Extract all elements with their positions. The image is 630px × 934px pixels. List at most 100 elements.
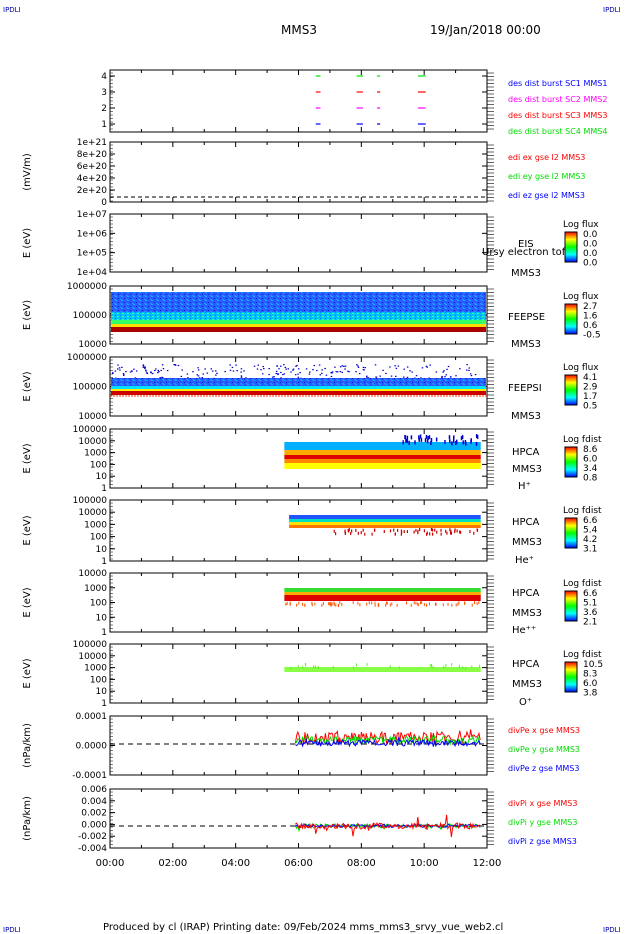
y-tick-label: 1000000 <box>67 353 107 363</box>
spectrogram-dot <box>336 371 339 373</box>
spectrogram-dot <box>415 375 418 377</box>
colorbar-tick-label: 2.7 <box>583 302 597 312</box>
spectrogram-dot <box>151 372 154 375</box>
spectrogram-dot <box>353 666 355 670</box>
y-tick-label: 100000 <box>73 383 108 393</box>
spectrogram-dot <box>344 531 347 535</box>
spectrogram-dot <box>434 602 436 606</box>
spectrogram-dot <box>319 374 322 376</box>
spectrogram-dot <box>277 373 279 375</box>
y-tick-label: 4 <box>101 72 107 82</box>
panel-frame <box>109 715 488 776</box>
spectrogram-dot <box>197 369 200 371</box>
spectrogram-dot <box>157 371 159 374</box>
colorbar <box>564 374 578 406</box>
spectrogram-dot <box>282 373 284 376</box>
spectrogram-dot <box>308 373 311 375</box>
spectrogram-dot <box>466 369 468 371</box>
y-tick-label: 10000 <box>78 437 107 447</box>
spectrogram-dot <box>275 370 278 372</box>
legend-entry: edi ey gse l2 MMS3 <box>508 172 586 181</box>
y-axis-label: E (eV) <box>22 371 33 401</box>
spectrogram-dot <box>371 601 373 605</box>
legend-entry: divPi z gse MMS3 <box>508 837 577 846</box>
spectrogram-dot <box>187 377 189 379</box>
colorbar-tick-label: 0.0 <box>583 249 598 259</box>
spectrogram-dot <box>232 370 235 372</box>
spectrogram-dot <box>358 372 361 375</box>
colorbar-tick-label: 3.8 <box>583 689 598 699</box>
spectrogram-dot <box>285 602 287 606</box>
y-tick-label: 1000 <box>84 584 107 594</box>
colorbar-tick-label: 8.3 <box>583 670 597 680</box>
spectrogram-dot <box>419 434 422 439</box>
colorbar <box>564 517 578 549</box>
spectrogram-dot <box>470 374 473 377</box>
spectrogram-dot <box>321 369 323 371</box>
x-tick-label: 10:00 <box>410 858 439 869</box>
y-tick-label: 10000 <box>78 652 107 662</box>
spectrogram-dot <box>419 528 421 532</box>
spectrogram-dot <box>160 369 162 372</box>
spectrogram-dot <box>453 435 455 440</box>
spectrogram-dot <box>206 372 209 374</box>
spectrogram-dot <box>276 365 279 367</box>
colorbar-tick-label: 0.5 <box>583 402 597 412</box>
colorbar-tick-label: -0.5 <box>583 331 601 341</box>
colorbar-tick-label: 2.1 <box>583 618 597 628</box>
spectrogram-dot <box>443 370 445 372</box>
y-tick-label: 1 <box>101 120 107 130</box>
spectrogram-dot <box>364 532 366 536</box>
spectrogram-dot <box>364 367 366 369</box>
series-divpi-z <box>295 823 481 830</box>
y-tick-label: 100000 <box>73 425 108 435</box>
y-tick-label: 10 <box>96 545 108 555</box>
spectrogram-dot <box>180 375 183 378</box>
spectrogram-dot <box>409 370 411 372</box>
spectrogram-band <box>111 386 486 389</box>
spectrogram-dot <box>417 602 419 606</box>
spectrogram-dot <box>398 666 400 670</box>
spectrogram-dot <box>122 374 125 376</box>
spectrogram-dot <box>432 665 434 669</box>
spectrogram-dot <box>464 602 466 606</box>
spectrogram-dot <box>146 372 149 375</box>
spectrogram-dot <box>408 440 410 445</box>
spectrogram-band <box>111 378 486 386</box>
spectrogram-dot <box>236 370 238 372</box>
legend-entry: divPe z gse MMS3 <box>508 764 579 773</box>
spectrogram-dot <box>286 602 288 606</box>
spectrogram-dot <box>287 368 290 370</box>
spectrogram-dot <box>420 377 422 379</box>
series-divpi-x <box>295 814 481 838</box>
spectrogram-dot <box>426 531 428 535</box>
spectrogram-dot <box>224 370 226 373</box>
y-tick-label: 1e+06 <box>77 229 108 239</box>
spectrogram-dot <box>425 434 428 439</box>
spectrogram-dot <box>229 369 232 371</box>
spectrogram-band <box>284 459 481 463</box>
spectrogram-dot <box>283 373 286 375</box>
y-tick-label: 2e+20 <box>77 186 108 196</box>
spectrogram-dot <box>362 528 364 532</box>
spectrogram-dot <box>435 371 438 373</box>
spectrogram-dot <box>263 368 265 370</box>
spectrogram-dot <box>418 437 421 442</box>
spectrogram-dot <box>112 372 114 374</box>
spectrogram-dot <box>133 368 135 370</box>
spectrogram-dot <box>395 375 397 377</box>
panel-frame <box>109 69 488 133</box>
spectrogram-dot <box>436 530 438 534</box>
spectrogram-dot <box>465 441 467 446</box>
spectrogram-dot <box>389 665 391 669</box>
spectrogram-dot <box>478 601 480 605</box>
spectrogram-dot <box>450 530 452 534</box>
spectrogram-dot <box>406 376 409 378</box>
spectrogram-dot <box>367 377 370 379</box>
spectrogram-dot <box>157 369 160 372</box>
x-tick-label: 00:00 <box>96 858 125 869</box>
spectrogram-dot <box>338 603 340 607</box>
spectrogram-dot <box>459 530 461 534</box>
spectrogram-dot <box>161 377 164 379</box>
spectrogram-dot <box>343 365 345 367</box>
